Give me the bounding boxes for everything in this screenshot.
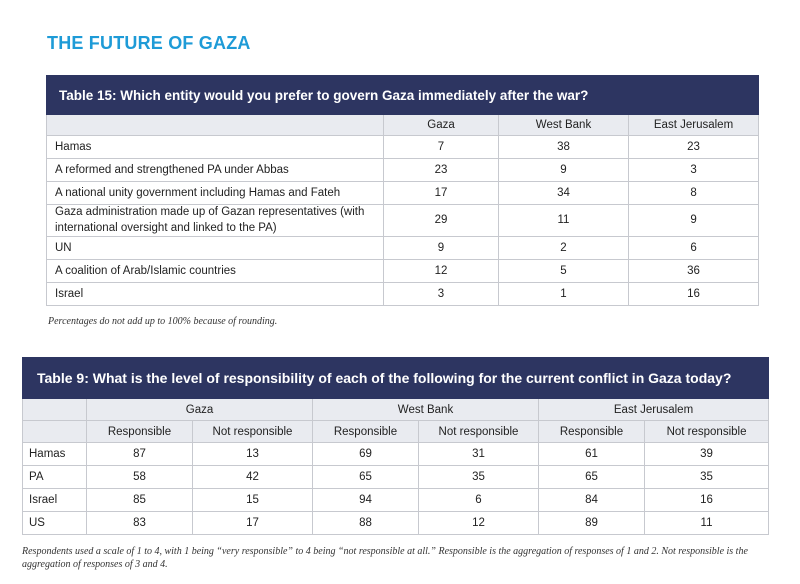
table-row: UN 9 2 6: [46, 236, 760, 261]
table-9: Table 9: What is the level of responsibi…: [21, 357, 770, 535]
row-label: A national unity government including Ha…: [46, 181, 384, 205]
cell-west-bank: 1: [498, 282, 629, 307]
cell: 65: [538, 465, 645, 489]
subheader-not-responsible: Not responsible: [418, 420, 539, 443]
cell: 87: [86, 442, 193, 466]
cell: 31: [418, 442, 539, 466]
group-header-east-jerusalem: East Jerusalem: [537, 398, 770, 421]
cell: 89: [538, 511, 645, 535]
cell: 15: [192, 488, 313, 512]
table-15-footnote: Percentages do not add up to 100% becaus…: [48, 316, 278, 327]
group-header-west-bank: West Bank: [312, 398, 539, 421]
row-label: Gaza administration made up of Gazan rep…: [46, 203, 384, 238]
subheader-not-responsible: Not responsible: [643, 420, 770, 443]
cell-gaza: 3: [383, 282, 499, 307]
cell-gaza: 7: [383, 135, 499, 159]
row-label: US: [22, 511, 87, 535]
column-header-west-bank: West Bank: [498, 114, 629, 136]
cell: 17: [192, 511, 313, 535]
cell-west-bank: 34: [498, 181, 629, 205]
table-row: Hamas 7 38 23: [46, 135, 760, 159]
table-9-corner-cell: [22, 398, 87, 421]
table-15: Table 15: Which entity would you prefer …: [45, 75, 760, 307]
cell: 6: [418, 488, 539, 512]
cell-west-bank: 11: [498, 203, 629, 238]
cell: 35: [418, 465, 539, 489]
table-9-footnote: Respondents used a scale of 1 to 4, with…: [22, 546, 748, 570]
cell: 42: [192, 465, 313, 489]
subheader-responsible: Responsible: [538, 420, 645, 443]
cell-west-bank: 38: [498, 135, 629, 159]
cell-east-jerusalem: 6: [627, 236, 760, 261]
row-label: Israel: [46, 282, 384, 307]
cell: 85: [86, 488, 193, 512]
row-label: PA: [22, 465, 87, 489]
table-row: A reformed and strengthened PA under Abb…: [46, 158, 760, 182]
subheader-not-responsible: Not responsible: [192, 420, 313, 443]
group-header-gaza: Gaza: [86, 398, 313, 421]
cell: 12: [418, 511, 539, 535]
table-15-title: Table 15: Which entity would you prefer …: [45, 75, 760, 115]
column-header-east-jerusalem: East Jerusalem: [627, 114, 760, 136]
cell-east-jerusalem: 23: [627, 135, 760, 159]
row-label: A reformed and strengthened PA under Abb…: [46, 158, 384, 182]
cell: 94: [312, 488, 419, 512]
cell: 39: [643, 442, 770, 466]
row-label: Israel: [22, 488, 87, 512]
table-row: A national unity government including Ha…: [46, 181, 760, 205]
table-9-subheader-blank: [22, 420, 87, 443]
table-15-corner-cell: [46, 114, 384, 136]
cell-east-jerusalem: 36: [627, 259, 760, 284]
cell-west-bank: 9: [498, 158, 629, 182]
cell: 69: [312, 442, 419, 466]
table-row: Israel 85 15 94 6 84 16: [22, 488, 770, 512]
table-row: Israel 3 1 16: [46, 282, 760, 307]
subheader-responsible: Responsible: [312, 420, 419, 443]
cell: 61: [538, 442, 645, 466]
table-row: Gaza administration made up of Gazan rep…: [46, 203, 760, 238]
table-row: PA 58 42 65 35 65 35: [22, 465, 770, 489]
subheader-responsible: Responsible: [86, 420, 193, 443]
cell-gaza: 29: [383, 203, 499, 238]
table-9-title: Table 9: What is the level of responsibi…: [21, 357, 770, 399]
cell: 88: [312, 511, 419, 535]
cell-east-jerusalem: 16: [627, 282, 760, 307]
cell: 84: [538, 488, 645, 512]
cell-gaza: 12: [383, 259, 499, 284]
cell-gaza: 23: [383, 158, 499, 182]
cell-east-jerusalem: 3: [627, 158, 760, 182]
cell: 58: [86, 465, 193, 489]
column-header-gaza: Gaza: [383, 114, 499, 136]
cell-west-bank: 2: [498, 236, 629, 261]
cell: 16: [643, 488, 770, 512]
cell-east-jerusalem: 8: [627, 181, 760, 205]
row-label: Hamas: [22, 442, 87, 466]
cell-west-bank: 5: [498, 259, 629, 284]
cell-gaza: 9: [383, 236, 499, 261]
row-label: UN: [46, 236, 384, 261]
cell: 11: [643, 511, 770, 535]
cell: 65: [312, 465, 419, 489]
row-label: Hamas: [46, 135, 384, 159]
page-title: THE FUTURE OF GAZA: [47, 33, 251, 53]
cell: 83: [86, 511, 193, 535]
cell-gaza: 17: [383, 181, 499, 205]
cell-east-jerusalem: 9: [627, 203, 760, 238]
table-row: Hamas 87 13 69 31 61 39: [22, 442, 770, 466]
table-row: US 83 17 88 12 89 11: [22, 511, 770, 535]
cell: 13: [192, 442, 313, 466]
table-row: A coalition of Arab/Islamic countries 12…: [46, 259, 760, 284]
cell: 35: [643, 465, 770, 489]
row-label: A coalition of Arab/Islamic countries: [46, 259, 384, 284]
